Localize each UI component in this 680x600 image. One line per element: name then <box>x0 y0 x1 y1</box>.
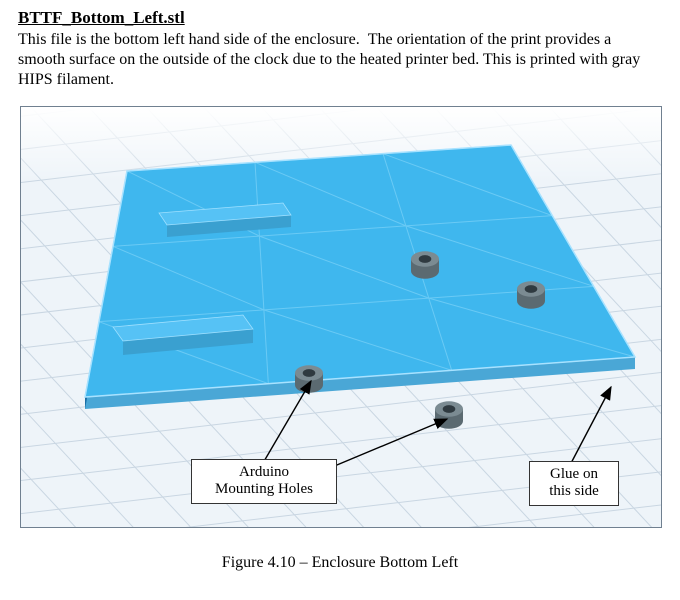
callout-glue: Glue on this side <box>529 461 619 506</box>
callout-arduino-line1: Arduino <box>202 464 326 481</box>
figure: Arduino Mounting Holes Glue on this side… <box>20 106 660 572</box>
mounting-boss <box>295 365 323 392</box>
file-description: This file is the bottom left hand side o… <box>18 30 662 90</box>
mounting-boss <box>411 251 439 278</box>
figure-caption: Figure 4.10 – Enclosure Bottom Left <box>20 554 660 572</box>
file-title: BTTF_Bottom_Left.stl <box>18 8 662 28</box>
callout-glue-line1: Glue on <box>540 466 608 483</box>
callout-arduino: Arduino Mounting Holes <box>191 459 337 504</box>
render-viewport: Arduino Mounting Holes Glue on this side <box>20 106 662 528</box>
callout-glue-line2: this side <box>540 483 608 500</box>
mounting-boss <box>435 401 463 428</box>
callout-arduino-line2: Mounting Holes <box>202 481 326 498</box>
mounting-boss <box>517 281 545 308</box>
